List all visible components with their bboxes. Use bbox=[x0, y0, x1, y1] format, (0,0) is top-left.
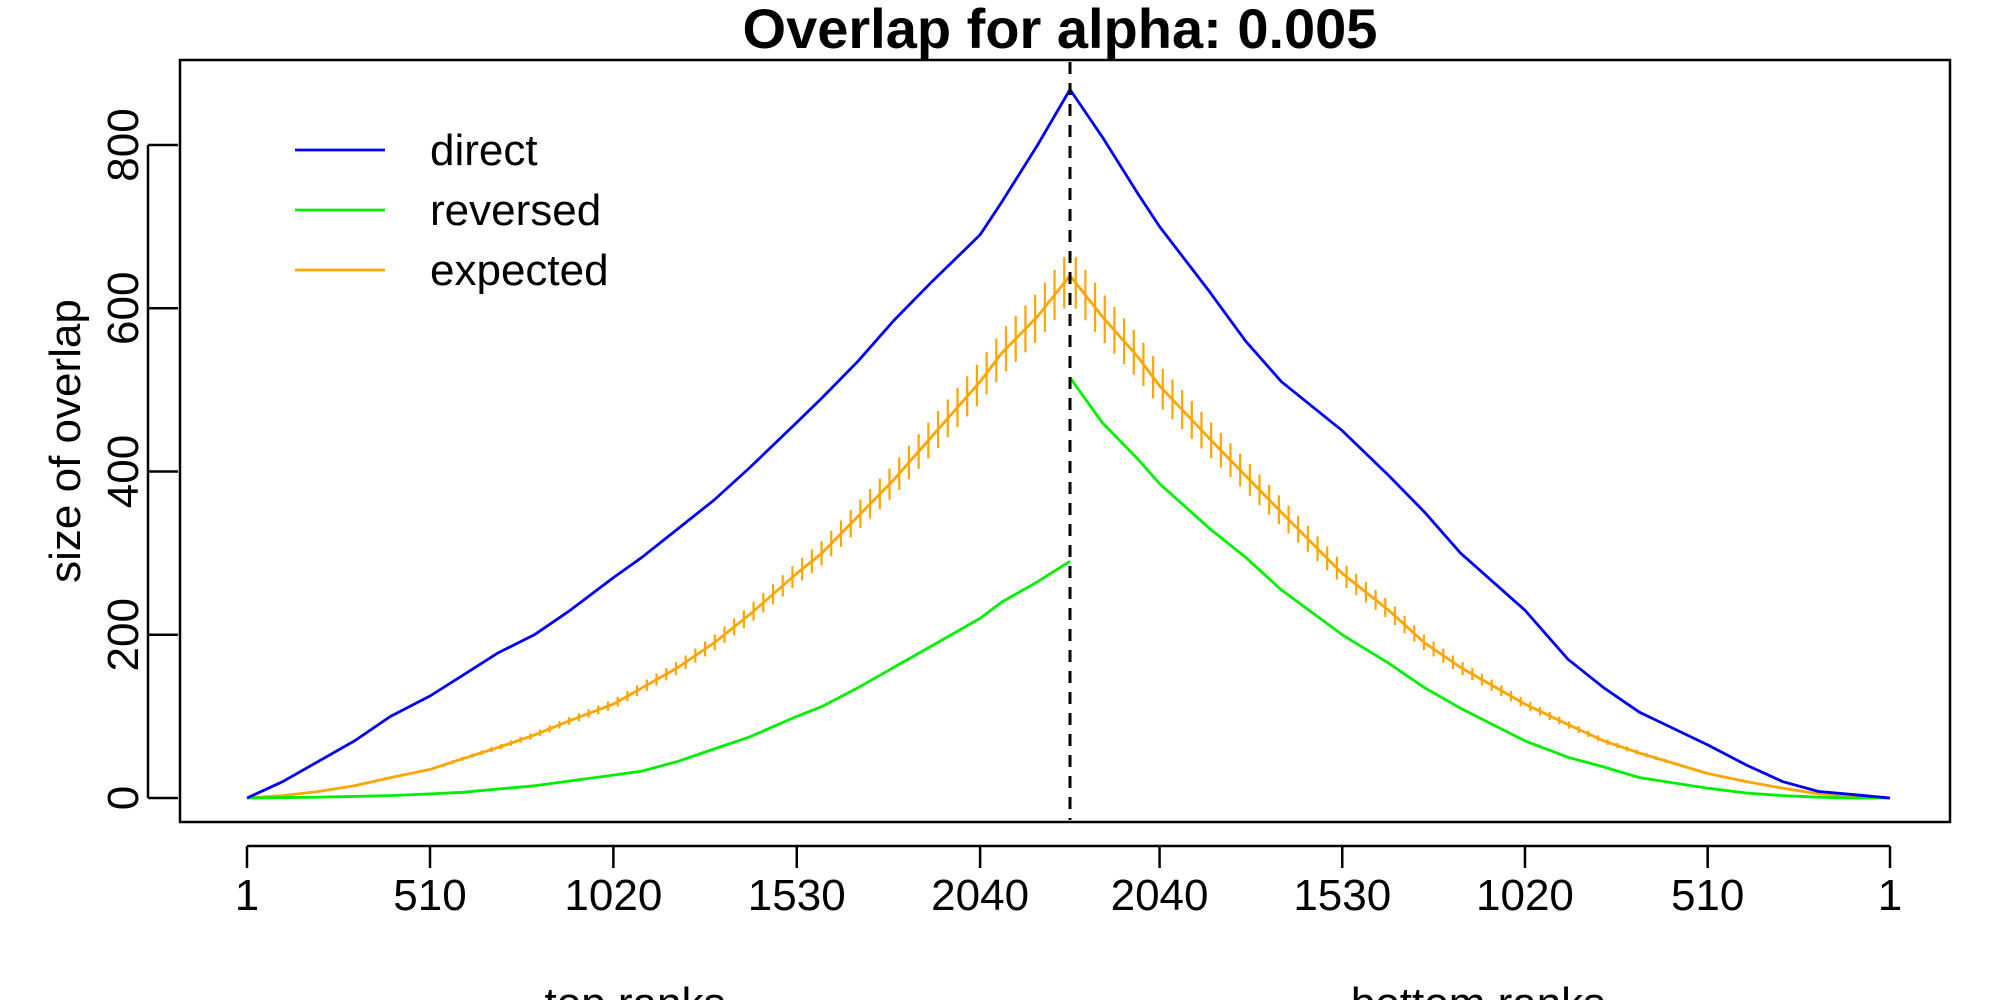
line-direct-left bbox=[246, 88, 1072, 800]
line-expected-right bbox=[1068, 274, 1891, 800]
legend-label-reversed: reversed bbox=[430, 186, 601, 235]
x-tick-label: 1 bbox=[235, 871, 259, 920]
x-tick-label: 510 bbox=[1671, 871, 1744, 920]
y-tick-label: 200 bbox=[99, 598, 148, 671]
line-reversed-left bbox=[246, 560, 1071, 800]
x-tick-label: 2040 bbox=[931, 871, 1029, 920]
x-axis-title-bottom-ranks: bottom ranks bbox=[1351, 979, 1605, 1000]
plot-frame bbox=[178, 58, 1952, 824]
legend: direct reversed expected bbox=[295, 126, 609, 295]
legend-label-direct: direct bbox=[430, 126, 538, 175]
line-direct-right bbox=[1068, 88, 1891, 800]
x-tick-label: 510 bbox=[393, 871, 466, 920]
series-reversed bbox=[246, 376, 1890, 800]
series-expected bbox=[246, 257, 1891, 800]
y-axis-title: size of overlap bbox=[41, 299, 90, 583]
y-tick-label: 800 bbox=[99, 108, 148, 181]
y-tick-label: 400 bbox=[99, 435, 148, 508]
series-direct bbox=[246, 88, 1891, 800]
x-tick-label: 1530 bbox=[748, 871, 846, 920]
x-tick-label: 1020 bbox=[1476, 871, 1574, 920]
x-tick-label: 1020 bbox=[564, 871, 662, 920]
line-reversed-right bbox=[1068, 376, 1890, 800]
x-tick-label: 2040 bbox=[1111, 871, 1209, 920]
x-axis-title-top-ranks: top ranks bbox=[545, 979, 726, 1000]
y-tick-label: 0 bbox=[99, 786, 148, 810]
x-tick-label: 1 bbox=[1878, 871, 1902, 920]
y-tick-label: 600 bbox=[99, 272, 148, 345]
series-layer bbox=[246, 88, 1891, 800]
y-axis: 0 200 400 600 800 bbox=[99, 108, 178, 810]
line-expected-left bbox=[246, 274, 1072, 800]
x-axis: 1 510 1020 1530 2040 2040 1530 1020 510 1 bbox=[235, 844, 1902, 920]
chart-title: Overlap for alpha: 0.005 bbox=[743, 0, 1378, 60]
legend-label-expected: expected bbox=[430, 246, 609, 295]
x-tick-label: 1530 bbox=[1293, 871, 1391, 920]
